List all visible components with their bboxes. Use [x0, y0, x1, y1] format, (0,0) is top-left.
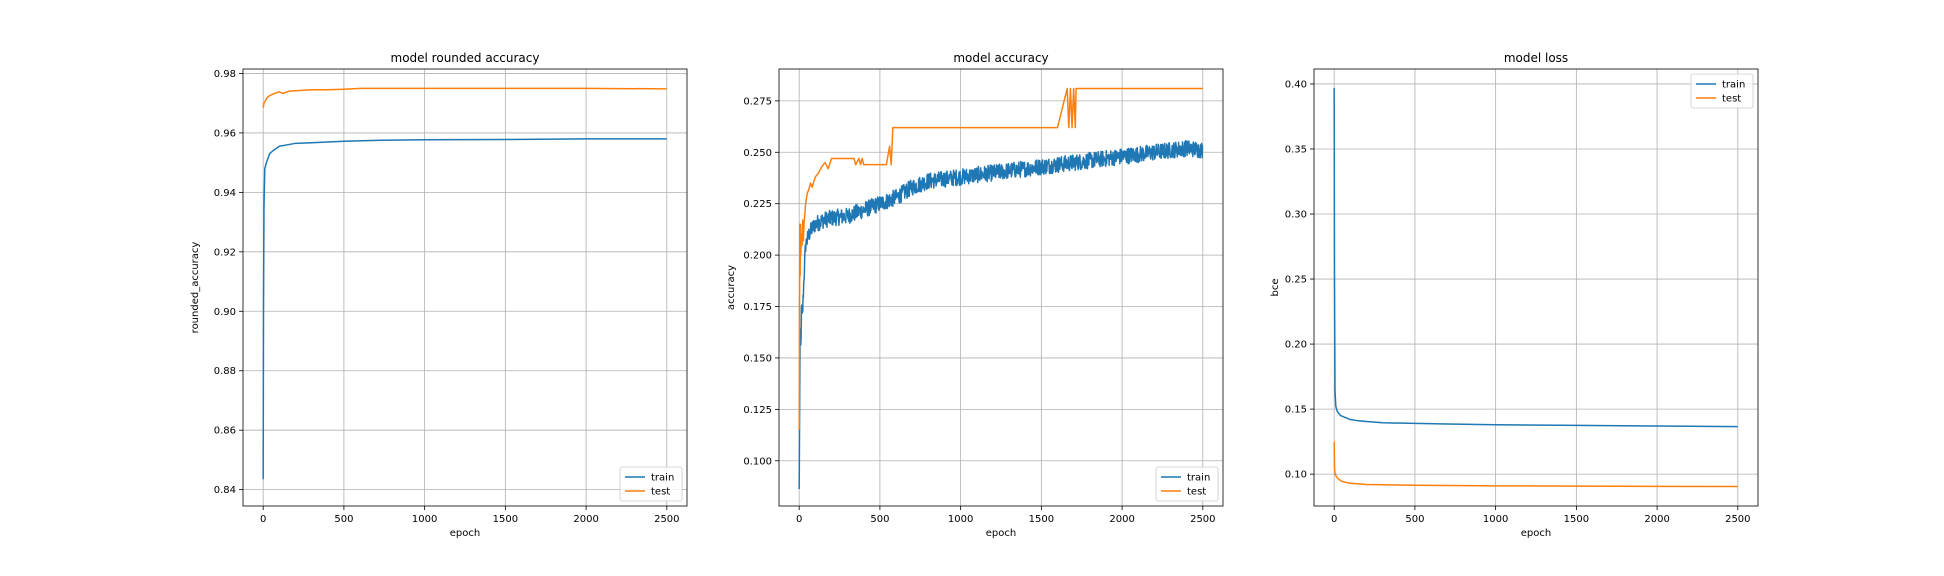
legend-label-train: train [1187, 473, 1210, 484]
y-tick-label: 0.96 [214, 128, 236, 139]
y-tick-label: 0.25 [1285, 275, 1307, 286]
legend-box [619, 466, 683, 502]
y-tick-label: 0.10 [1285, 470, 1307, 481]
x-tick-label: 1000 [412, 514, 437, 525]
x-tick-label: 1500 [1564, 514, 1589, 525]
x-axis-label: epoch [986, 528, 1016, 539]
series-line-test [262, 87, 667, 108]
y-tick-label: 0.15 [1285, 405, 1307, 416]
axes-frame [778, 68, 1224, 507]
axes-frame [242, 68, 688, 507]
y-axis-label: rounded_accuracy [190, 242, 201, 334]
y-tick-label: 0.86 [214, 426, 236, 437]
x-tick-label: 500 [1405, 514, 1424, 525]
y-tick-label: 0.98 [214, 69, 236, 80]
y-tick-label: 0.100 [743, 456, 772, 467]
legend-label-train: train [651, 473, 674, 484]
series-line-train [1333, 87, 1738, 428]
series-line-train [262, 138, 667, 480]
y-tick-label: 0.125 [743, 405, 772, 416]
legend-box [1690, 73, 1754, 109]
chart-panel-2: 0 500 1000 1500 2000 2500 0.100 0.125 0.150 0.175… [726, 51, 1224, 539]
legend-label-test: test [1722, 94, 1741, 105]
x-tick-label: 500 [334, 514, 353, 525]
y-tick-label: 0.200 [743, 251, 772, 262]
series-line-test [798, 87, 1203, 430]
legend: train test [1690, 73, 1754, 109]
series-line-test [1333, 441, 1738, 488]
y-axis-label: bce [1270, 279, 1281, 297]
legend: train test [619, 466, 683, 502]
series-line-train [798, 139, 1204, 490]
y-tick-label: 0.94 [214, 188, 236, 199]
chart-panel-3: 0 500 1000 1500 2000 2500 0.10 0.15 0.20 0.25 0.30… [1270, 51, 1759, 539]
y-tick-label: 0.30 [1285, 210, 1307, 221]
chart-title: model loss [1504, 51, 1568, 65]
x-tick-label: 1000 [948, 514, 973, 525]
y-tick-label: 0.275 [743, 96, 772, 107]
x-tick-label: 0 [260, 514, 266, 525]
chart-title: model rounded accuracy [391, 51, 540, 65]
y-tick-label: 0.90 [214, 307, 236, 318]
chart-panel-1: 0 500 1000 1500 2000 2500 0.84 0.86 0.88 0.90 0.92… [190, 51, 688, 539]
x-axis-label: epoch [450, 528, 480, 539]
y-tick-label: 0.40 [1285, 79, 1307, 90]
legend-label-test: test [651, 487, 670, 498]
y-tick-label: 0.175 [743, 302, 772, 313]
legend-box [1155, 466, 1219, 502]
y-tick-label: 0.35 [1285, 144, 1307, 155]
y-axis-label: accuracy [726, 265, 737, 310]
x-tick-label: 1500 [1029, 514, 1054, 525]
x-tick-label: 500 [870, 514, 889, 525]
y-tick-label: 0.250 [743, 148, 772, 159]
y-tick-label: 0.225 [743, 199, 772, 210]
x-tick-label: 0 [1331, 514, 1337, 525]
x-axis-label: epoch [1521, 528, 1551, 539]
legend-label-train: train [1722, 80, 1745, 91]
legend-label-test: test [1187, 487, 1206, 498]
legend: train test [1155, 466, 1219, 502]
x-tick-label: 2500 [1725, 514, 1750, 525]
x-tick-label: 2000 [1109, 514, 1134, 525]
axes-frame [1313, 68, 1759, 507]
y-tick-label: 0.20 [1285, 340, 1307, 351]
x-tick-label: 2500 [1190, 514, 1215, 525]
x-tick-label: 2500 [654, 514, 679, 525]
x-tick-label: 0 [796, 514, 802, 525]
x-tick-label: 1000 [1483, 514, 1508, 525]
x-tick-label: 1500 [493, 514, 518, 525]
x-tick-label: 2000 [573, 514, 598, 525]
y-tick-label: 0.150 [743, 353, 772, 364]
y-tick-label: 0.84 [214, 485, 236, 496]
y-tick-label: 0.88 [214, 366, 236, 377]
y-tick-label: 0.92 [214, 247, 236, 258]
chart-title: model accuracy [953, 51, 1048, 65]
x-tick-label: 2000 [1644, 514, 1669, 525]
